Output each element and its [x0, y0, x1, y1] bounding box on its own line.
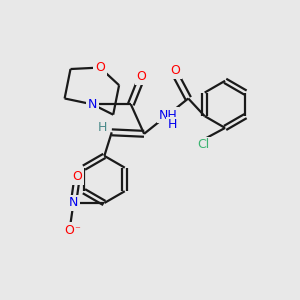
Text: N: N — [69, 196, 78, 209]
Text: H: H — [167, 118, 177, 131]
Text: O: O — [136, 70, 146, 83]
Text: O: O — [72, 170, 82, 183]
Text: H: H — [98, 122, 107, 134]
Text: O: O — [170, 64, 180, 77]
Text: NH: NH — [158, 109, 177, 122]
Text: Cl: Cl — [197, 138, 209, 151]
Text: O: O — [95, 61, 105, 74]
Text: ⁻: ⁻ — [74, 225, 80, 235]
Text: O: O — [64, 224, 74, 237]
Text: N: N — [88, 98, 97, 111]
